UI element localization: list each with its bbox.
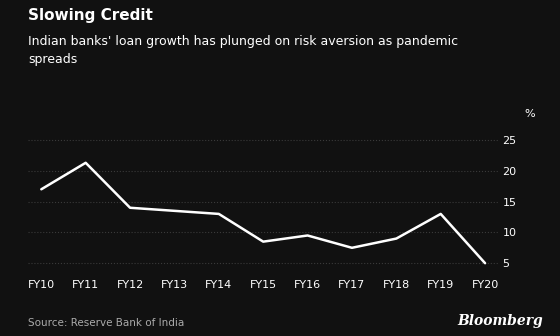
Text: Slowing Credit: Slowing Credit <box>28 8 153 24</box>
Text: Source: Reserve Bank of India: Source: Reserve Bank of India <box>28 318 184 328</box>
Text: Indian banks' loan growth has plunged on risk aversion as pandemic
spreads: Indian banks' loan growth has plunged on… <box>28 35 458 66</box>
Text: Bloomberg: Bloomberg <box>458 313 543 328</box>
Text: %: % <box>524 109 535 119</box>
